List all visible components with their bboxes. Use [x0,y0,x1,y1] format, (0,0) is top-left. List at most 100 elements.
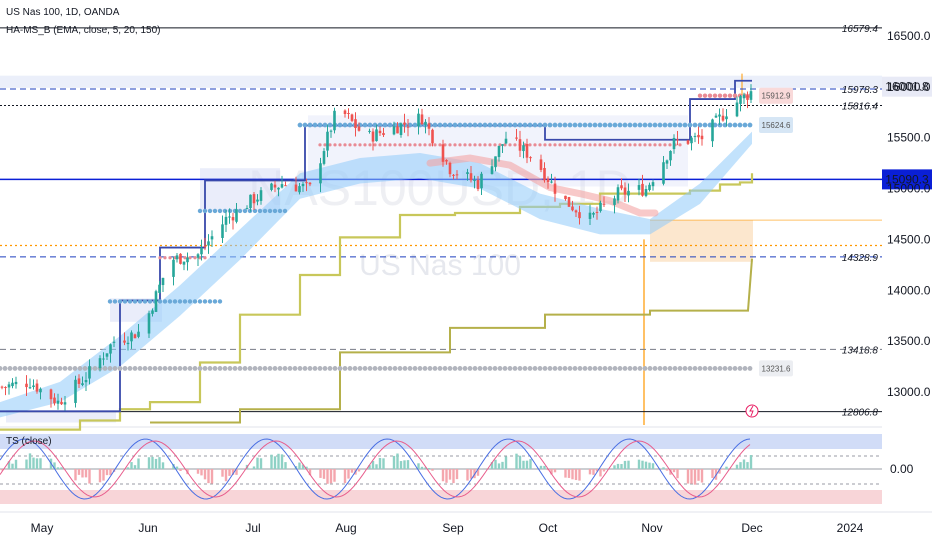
osc-bar [109,469,112,476]
dot-row-13231-dot [252,366,258,371]
candle-body [497,145,501,158]
dot-row-15624-dot [632,122,638,128]
dot-row-13231-dot [627,366,633,371]
candle [529,156,532,162]
alert-icon[interactable] [745,404,759,418]
dot-row-13231-dot [622,366,628,371]
dot-row-15624-dot [512,122,518,128]
osc-bar [718,469,721,474]
osc-bar [207,469,210,484]
dot-row-13231-dot [22,366,28,371]
candle-body [347,113,350,115]
dot-row-15430-dot [428,143,432,147]
dot-row-15624-dot [642,122,648,128]
osc-bar [522,460,525,469]
dot-row-13231-dot [312,366,318,371]
osc-bar [102,469,105,481]
dot-row-14780-dot [282,208,288,214]
dot-row-13231-dot [327,366,333,371]
osc-bar [721,469,725,470]
candle-body [466,172,469,175]
candle-body [32,385,35,388]
osc-bar [259,458,263,469]
candle-body [39,388,42,393]
dot-row-13231-dot [107,366,113,371]
dot-row-13231-dot [47,366,53,371]
osc-bar [476,469,480,476]
dot-row-13231-dot [2,366,8,371]
dot-row-13231-dot [222,366,228,371]
candle-body [501,144,504,146]
dot-row-15624-dot [492,122,498,128]
candle [571,200,574,212]
candle-body [543,167,546,181]
dot-row-14780-dot [277,208,283,214]
orange-zone [650,220,753,262]
osc-bar [81,469,84,478]
dot-row-15624-dot [607,122,613,128]
dot-row-15624-dot [692,122,698,128]
candle-body [396,126,399,134]
candle-body [494,156,497,168]
osc-bar [252,466,256,469]
osc-bar [210,469,214,484]
candle [301,181,305,192]
candle-body [574,210,578,213]
candle-body [725,116,728,120]
osc-bar [490,462,494,469]
dot-row-15624-dot [592,122,598,128]
dot-row-13231-dot [732,366,738,371]
dot-row-15912-dot [732,93,738,98]
dot-row-15624-dot [697,122,703,128]
dot-row-15430-dot [543,143,547,147]
candle [441,139,445,167]
dot-row-14320-dot [193,256,197,260]
dot-row-14780-dot [242,208,248,214]
dot-row-13231-dot [272,366,278,371]
candle-body [522,145,525,152]
dot-row-15624-dot [647,122,653,128]
dot-row-14780-dot [212,208,218,214]
candle [0,385,4,390]
candle-body [665,160,669,164]
dot-row-15624-dot [502,122,508,128]
osc-bar [501,461,504,469]
candle [319,157,322,193]
osc-bar [564,469,567,478]
candle [553,176,557,202]
candle-body [231,217,235,221]
candle [473,175,476,189]
candle [270,182,273,192]
dot-row-15624-dot [362,122,368,128]
dot-row-13231-dot [307,366,313,371]
candle [746,91,749,109]
candle [420,108,424,125]
symbol-header: US Nas 100, 1D, OANDA [6,7,120,18]
dot-row-14320-dot [158,256,162,260]
candle [406,119,410,137]
candle-body [326,131,329,151]
candle [343,109,347,118]
candle-body [490,166,494,174]
candle-body [721,115,725,121]
main-pane[interactable] [0,0,882,425]
dot-row-13231-dot [587,366,593,371]
horizontal-levels: 16579.4 15978.3 15816.4 14328.9 13418.8 12806… [0,24,932,419]
osc-bar [298,462,301,469]
dot-row-13231-dot [647,366,653,371]
candle-body [305,182,308,184]
candle-body [539,159,543,170]
candle [375,124,378,142]
osc-bar [326,469,329,484]
candle-body [529,157,532,159]
candle-body [270,183,273,190]
dot-row-13231-dot [257,366,263,371]
candle [627,183,630,203]
osc-bar [616,463,620,469]
dot-row-15430-dot [478,143,482,147]
osc-bar [333,469,336,482]
dot-row-13231-dot [477,366,483,371]
candle [112,336,116,348]
dot-15624-tag-bg [759,117,793,134]
